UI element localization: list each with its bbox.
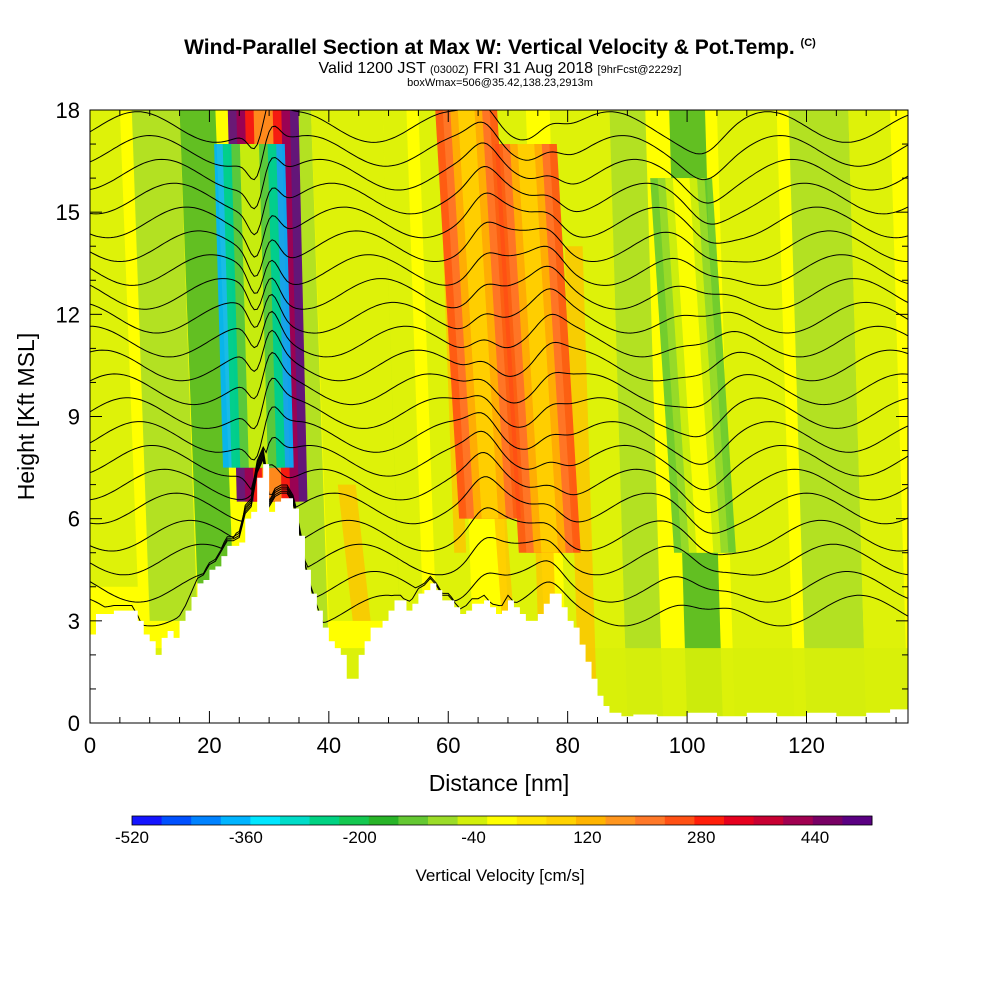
colorbar-tick-label: 280	[687, 828, 715, 847]
isentrope-line	[90, 245, 908, 294]
colorbar-swatch	[812, 816, 843, 825]
valid-utc: (0300Z)	[430, 64, 469, 76]
isentrope-line	[90, 221, 908, 277]
isentrope-line	[90, 406, 908, 465]
isentrope-line	[90, 329, 908, 382]
isentrope-line	[90, 430, 908, 491]
x-tick-label: 60	[436, 733, 460, 758]
isentrope-line	[90, 310, 908, 358]
isentrope-line	[90, 121, 908, 181]
isentrope-line	[90, 377, 908, 438]
x-axis-label: Distance [nm]	[429, 770, 570, 796]
isentrope-line	[90, 453, 908, 576]
colorbar-swatch	[487, 816, 518, 825]
isentrope-line	[90, 447, 908, 514]
colorbar-swatch	[457, 816, 488, 825]
velocity-core	[517, 144, 559, 553]
valid-time: Valid 1200 JST	[318, 60, 426, 77]
chart-title: Wind-Parallel Section at Max W: Vertical…	[0, 36, 1000, 60]
valid-date: FRI 31 Aug 2018	[472, 60, 594, 77]
y-tick-label: 9	[68, 405, 80, 430]
x-tick-label: 120	[788, 733, 825, 758]
colorbar-swatch	[368, 816, 399, 825]
colorbar-swatch	[161, 816, 192, 825]
colorbar-frame	[131, 815, 873, 826]
axes: 0 20 40 60 80 100 120 0 3 6 9 12 15 18	[56, 98, 908, 758]
valid-line: Valid 1200 JST (0300Z) FRI 31 Aug 2018 […	[0, 60, 1000, 78]
plot-area	[90, 110, 908, 723]
y-tick-label: 3	[68, 609, 80, 634]
velocity-band	[90, 110, 138, 587]
isentrope-line	[90, 449, 908, 534]
box-wmax-line: boxWmax=506@35.42,138.23,2913m	[407, 77, 593, 89]
colorbar-swatch	[694, 816, 725, 825]
colorbar-swatch	[309, 816, 340, 825]
velocity-band	[788, 110, 867, 723]
isentrope-line	[90, 288, 908, 334]
terrain-mask	[90, 464, 908, 723]
y-tick-label: 12	[56, 302, 80, 327]
potential-temperature-contours	[90, 110, 908, 627]
x-tick-label: 20	[197, 733, 221, 758]
colorbar-tick-label: -200	[343, 828, 377, 847]
colorbar-swatch	[724, 816, 755, 825]
velocity-core	[672, 178, 714, 553]
velocity-core	[457, 110, 499, 519]
isentrope-line	[90, 142, 908, 210]
y-tick-label: 6	[68, 507, 80, 532]
velocity-band	[848, 110, 908, 723]
velocity-band	[609, 110, 664, 723]
x-tick-label: 80	[555, 733, 579, 758]
colorbar-swatch	[605, 816, 636, 825]
colorbar-swatch	[250, 816, 281, 825]
isentrope-line	[90, 351, 908, 409]
forecast-info: [9hrFcst@2229z]	[597, 64, 682, 76]
colorbar-swatch	[191, 816, 222, 825]
isentrope-line	[90, 451, 908, 556]
isentrope-line	[90, 192, 908, 258]
x-tick-label: 40	[317, 733, 341, 758]
isentrope-line	[90, 110, 908, 155]
y-tick-label: 15	[56, 200, 80, 225]
colorbar-swatch	[280, 816, 311, 825]
colorbar-tick-label: 120	[573, 828, 601, 847]
colorbar-swatch	[546, 816, 577, 825]
x-tick-label: 0	[84, 733, 96, 758]
colorbar-swatch	[428, 816, 459, 825]
colorbar-swatch	[398, 816, 429, 825]
x-tick-label: 100	[669, 733, 706, 758]
velocity-band	[564, 246, 598, 723]
colorbar-swatch	[220, 816, 251, 825]
velocity-band	[337, 484, 371, 621]
title-mark: (C)	[800, 37, 816, 49]
colorbar-swatch	[132, 816, 163, 825]
colorbar-swatch	[339, 816, 370, 825]
colorbar-label: Vertical Velocity [cm/s]	[415, 866, 584, 885]
colorbar-swatch	[664, 816, 695, 825]
colorbar-swatch	[635, 816, 666, 825]
title-main: Wind-Parallel Section at Max W: Vertical…	[184, 36, 795, 59]
y-tick-label: 0	[68, 711, 80, 736]
isentrope-line	[90, 265, 908, 311]
colorbar-swatch	[753, 816, 784, 825]
colorbar: -520 -360 -200 -40 120 280 440	[115, 815, 873, 847]
colorbar-swatch	[842, 816, 873, 825]
colorbar-swatch	[783, 816, 814, 825]
velocity-band	[382, 110, 425, 655]
colorbar-tick-label: 440	[801, 828, 829, 847]
colorbar-swatch	[576, 816, 607, 825]
isentrope-line	[90, 165, 908, 236]
isentrope-line	[90, 457, 908, 627]
y-tick-label: 18	[56, 98, 80, 123]
colorbar-swatch	[516, 816, 547, 825]
colorbar-tick-label: -360	[229, 828, 263, 847]
isentrope-line	[90, 455, 908, 603]
colorbar-tick-label: -40	[461, 828, 486, 847]
colorbar-tick-label: -520	[115, 828, 149, 847]
y-axis-label: Height [Kft MSL]	[13, 333, 39, 500]
